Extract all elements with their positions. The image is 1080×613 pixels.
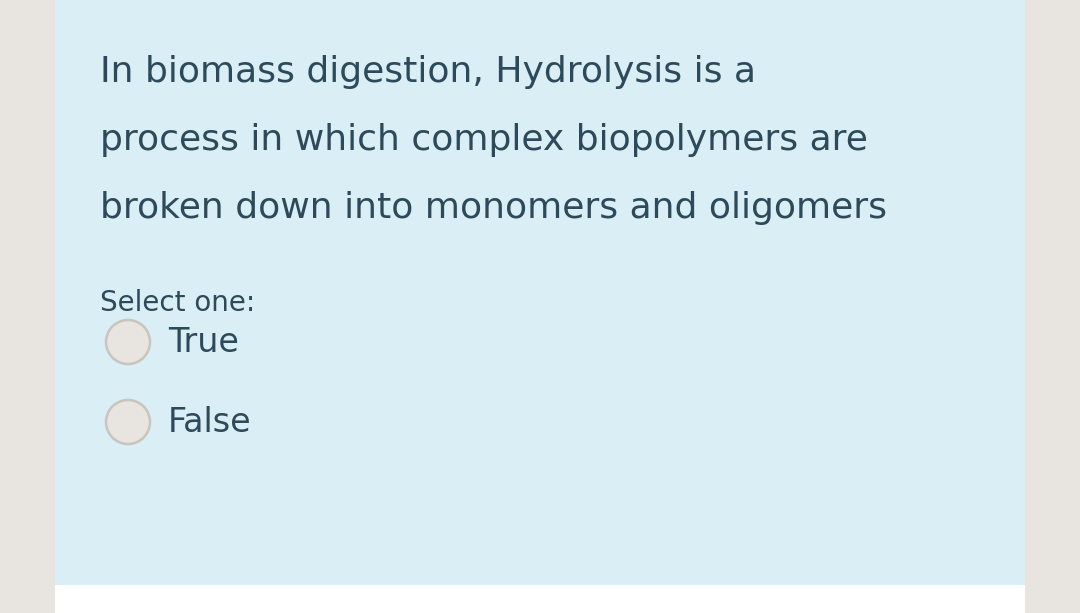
Text: Select one:: Select one: [100, 289, 255, 317]
Text: In biomass digestion, Hydrolysis is a: In biomass digestion, Hydrolysis is a [100, 55, 756, 89]
Text: True: True [168, 326, 239, 359]
Ellipse shape [106, 400, 150, 444]
Ellipse shape [106, 320, 150, 364]
Text: False: False [168, 406, 252, 438]
Text: process in which complex biopolymers are: process in which complex biopolymers are [100, 123, 868, 157]
FancyBboxPatch shape [1025, 0, 1080, 613]
FancyBboxPatch shape [0, 0, 55, 613]
Text: broken down into monomers and oligomers: broken down into monomers and oligomers [100, 191, 887, 225]
FancyBboxPatch shape [55, 585, 1025, 613]
